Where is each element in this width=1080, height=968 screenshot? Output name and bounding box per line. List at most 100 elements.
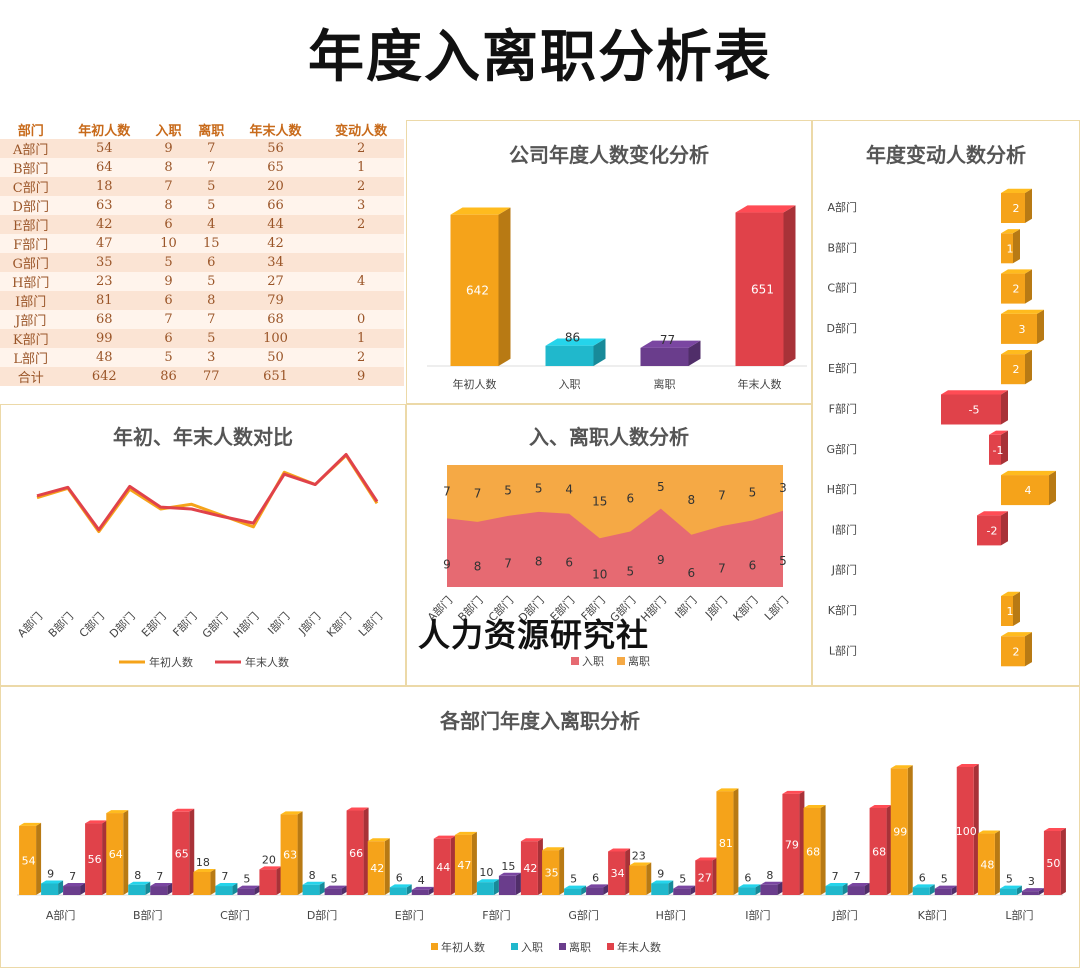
table-cell: 27	[232, 272, 319, 291]
table-cell: K部门	[0, 329, 62, 348]
bar-front	[1001, 636, 1025, 667]
table-cell: H部门	[0, 272, 62, 291]
bar-side	[1049, 470, 1056, 506]
table-cell: 47	[61, 234, 148, 253]
bar-side	[688, 340, 701, 366]
table-cell: 99	[61, 329, 148, 348]
bar-side	[1001, 430, 1008, 465]
legend-swatch	[511, 943, 518, 950]
data-label: 63	[283, 849, 297, 862]
table-body: A部门 54 9 7 56 2 B部门 64 8 7 65 1 C部门 18 7 5 20 2 D部门 63 8 5 66 3…	[0, 139, 404, 386]
bar-front	[454, 834, 472, 895]
table-cell: 651	[232, 367, 319, 386]
bar-front	[476, 882, 494, 895]
y-tick-label: C部门	[827, 281, 857, 295]
data-label: 5	[504, 483, 512, 497]
x-tick-label: K部门	[730, 593, 761, 624]
y-tick-label: H部门	[827, 482, 857, 496]
bar-side	[515, 872, 521, 895]
data-label: 5	[243, 873, 250, 886]
legend-label: 年初人数	[149, 655, 193, 669]
bar-side	[1038, 888, 1044, 895]
bar-side	[276, 866, 282, 895]
data-label: 7	[221, 870, 228, 883]
y-tick-label: A部门	[827, 200, 857, 214]
bar-side	[1013, 229, 1020, 264]
bar-top	[825, 883, 848, 887]
bar-side	[755, 884, 761, 895]
dept-bar	[782, 790, 805, 895]
dept-bar	[389, 884, 412, 895]
data-label: 65	[175, 847, 189, 860]
bar-side	[1013, 591, 1020, 626]
table-cell: 5	[189, 196, 233, 215]
dept-bar	[869, 804, 892, 895]
data-label: 9	[657, 867, 664, 880]
data-label: 6	[688, 566, 696, 580]
bar-front	[651, 883, 669, 895]
bar-side	[1025, 350, 1032, 385]
table-header-cell: 部门	[0, 120, 62, 139]
table-cell: 3	[318, 196, 404, 215]
table-cell: 66	[232, 196, 319, 215]
data-label: 9	[657, 553, 665, 567]
bar-top	[215, 883, 238, 887]
x-tick-label: I部门	[265, 609, 293, 637]
change-bar	[1001, 188, 1032, 223]
data-label: 4	[418, 874, 425, 887]
data-label: 68	[806, 845, 820, 858]
bar-side	[1025, 632, 1032, 667]
table-header-cell: 年末人数	[232, 120, 319, 139]
data-label: 6	[919, 871, 926, 884]
company-chart-panel: 公司年度人数变化分析 642 年初人数 86 入职 77 离职 651 年末人数	[406, 120, 812, 404]
dept-bar	[586, 884, 609, 895]
table-row: B部门 64 8 7 65 1	[0, 158, 404, 177]
bar-front	[215, 886, 233, 895]
company-bar	[640, 340, 701, 366]
table-cell: 合计	[0, 367, 62, 386]
data-label: 4	[1025, 484, 1032, 497]
x-tick-label: D部门	[106, 609, 137, 640]
bar-top	[989, 430, 1008, 435]
dept-bar	[237, 885, 260, 895]
x-tick-label: B部门	[133, 908, 163, 922]
table-cell: 63	[61, 196, 148, 215]
data-label: 5	[941, 873, 948, 886]
bar-side	[712, 857, 718, 895]
table-cell: 0	[318, 310, 404, 329]
inout-chart-panel: 入、离职人数分析 9 7 8 7 7 5 8 5 6 4 10 15 5 6 9 5 6 8 7 7 6 5 5 3 A部门 B部…	[406, 404, 812, 686]
bar-top	[1001, 591, 1020, 596]
data-label: 8	[766, 869, 773, 882]
bar-front	[498, 875, 516, 895]
data-label: 3	[1028, 875, 1035, 888]
dept-bar	[738, 884, 761, 895]
data-label: 54	[22, 854, 36, 867]
table-cell: 48	[61, 348, 148, 367]
bar-front	[956, 767, 974, 895]
data-label: 7	[854, 870, 861, 883]
bar-front	[738, 887, 756, 895]
table-cell: 8	[147, 158, 190, 177]
x-tick-label: A部门	[46, 908, 76, 922]
bar-front	[989, 434, 1001, 465]
data-label: 2	[1013, 202, 1020, 215]
table-cell: 9	[147, 272, 190, 291]
bar-front	[302, 884, 320, 895]
bar-front	[608, 851, 626, 895]
bar-side	[123, 810, 129, 895]
bar-front	[411, 889, 429, 895]
table-cell: 34	[232, 253, 319, 272]
bar-front	[389, 887, 407, 895]
bar-top	[869, 804, 892, 808]
dept-bar	[977, 830, 1000, 895]
table-cell: I部门	[0, 291, 62, 310]
dept-bar	[803, 804, 826, 895]
bar-front	[912, 887, 930, 895]
data-label: 9	[47, 867, 54, 880]
y-tick-label: K部门	[828, 603, 857, 617]
bar-top	[542, 847, 565, 851]
data-label: 8	[134, 869, 141, 882]
table-cell	[318, 253, 404, 272]
dept-bar	[564, 885, 587, 895]
table-cell: 2	[318, 139, 404, 158]
